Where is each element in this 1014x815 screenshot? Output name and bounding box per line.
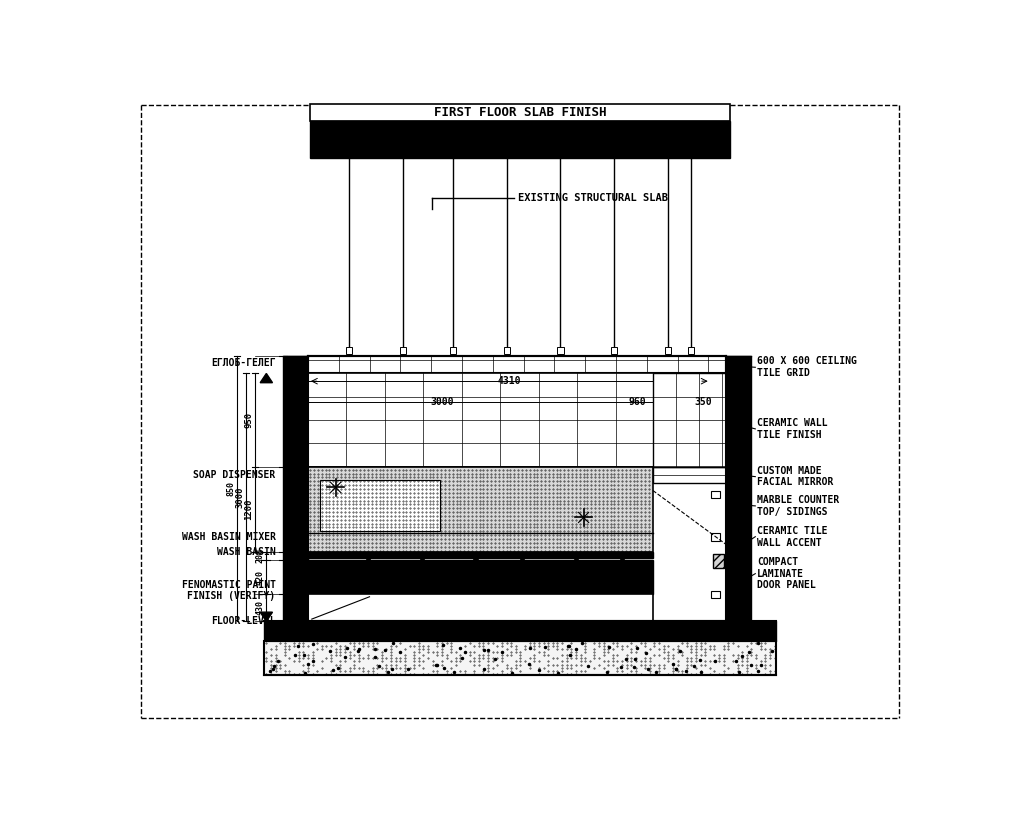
- Bar: [400, 346, 406, 355]
- Bar: [504, 346, 510, 355]
- Text: 200: 200: [256, 548, 265, 563]
- Text: 960: 960: [629, 397, 646, 407]
- Text: FIRST FLOOR SLAB FINISH: FIRST FLOOR SLAB FINISH: [434, 106, 606, 119]
- Text: 4310: 4310: [498, 377, 521, 386]
- Bar: [308, 560, 653, 594]
- Bar: [366, 553, 370, 560]
- Bar: [711, 373, 726, 467]
- Bar: [310, 121, 730, 158]
- Bar: [726, 356, 751, 621]
- Bar: [689, 346, 695, 355]
- Bar: [558, 346, 564, 355]
- Polygon shape: [261, 373, 273, 383]
- Text: ЕГЛОБ-ГЕЛЕГ: ЕГЛОБ-ГЕЛЕГ: [211, 359, 276, 368]
- Bar: [308, 373, 711, 467]
- Bar: [449, 346, 455, 355]
- Bar: [706, 373, 721, 390]
- Bar: [474, 553, 478, 560]
- Text: 430: 430: [256, 601, 265, 615]
- Text: 420: 420: [256, 570, 265, 584]
- Text: 350: 350: [695, 397, 712, 407]
- Text: CERAMIC WALL
TILE FINISH: CERAMIC WALL TILE FINISH: [756, 418, 827, 440]
- Text: WASH BASIN: WASH BASIN: [217, 547, 276, 557]
- Bar: [308, 594, 653, 621]
- Text: EXISTING STRUCTURAL SLAB: EXISTING STRUCTURAL SLAB: [518, 193, 668, 203]
- Text: 850: 850: [226, 481, 235, 496]
- Bar: [620, 553, 625, 560]
- Bar: [310, 104, 730, 121]
- Text: WASH BASIN MIXER: WASH BASIN MIXER: [182, 531, 276, 542]
- Text: FLOOR-LEVEL: FLOOR-LEVEL: [211, 616, 276, 627]
- Text: 600 X 600 CEILING
TILE GRID: 600 X 600 CEILING TILE GRID: [756, 356, 857, 378]
- Bar: [711, 491, 720, 498]
- Bar: [665, 346, 671, 355]
- Bar: [346, 346, 352, 355]
- Text: 3000: 3000: [235, 487, 244, 509]
- Bar: [653, 467, 726, 482]
- Text: CUSTOM MADE
FACIAL MIRROR: CUSTOM MADE FACIAL MIRROR: [756, 466, 834, 487]
- Bar: [264, 621, 776, 641]
- Bar: [653, 373, 726, 467]
- Text: SOAP DISPENSER: SOAP DISPENSER: [194, 470, 276, 480]
- Bar: [308, 356, 726, 373]
- Text: FENOMASTIC PAINT
FINISH (VERIFY): FENOMASTIC PAINT FINISH (VERIFY): [182, 579, 276, 601]
- Text: CERAMIC TILE
WALL ACCENT: CERAMIC TILE WALL ACCENT: [756, 526, 827, 548]
- Bar: [711, 591, 720, 598]
- Bar: [574, 553, 578, 560]
- Text: 3000: 3000: [430, 397, 453, 407]
- Bar: [611, 346, 618, 355]
- Text: 950: 950: [244, 412, 254, 429]
- Bar: [519, 553, 524, 560]
- Text: COMPACT
LAMINATE
DOOR PANEL: COMPACT LAMINATE DOOR PANEL: [756, 557, 815, 590]
- Text: 1200: 1200: [244, 499, 254, 521]
- Bar: [308, 467, 653, 552]
- Bar: [711, 533, 720, 540]
- Bar: [283, 356, 308, 621]
- Bar: [308, 552, 653, 558]
- Polygon shape: [261, 612, 273, 621]
- Text: MARBLE COUNTER
TOP/ SIDINGS: MARBLE COUNTER TOP/ SIDINGS: [756, 495, 840, 517]
- Bar: [320, 481, 440, 531]
- Bar: [264, 641, 776, 676]
- Bar: [706, 390, 721, 398]
- Bar: [420, 553, 424, 560]
- Bar: [713, 553, 724, 567]
